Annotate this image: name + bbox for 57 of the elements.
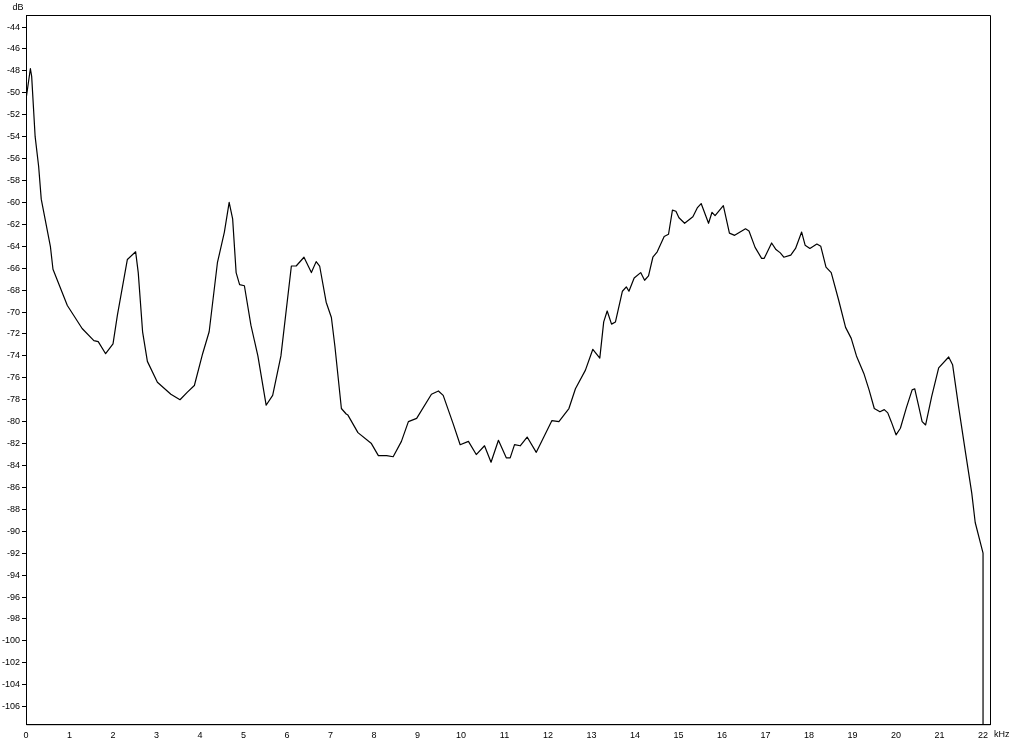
y-tick-label: -106 — [2, 701, 21, 712]
x-tick-label: 17 — [760, 730, 771, 741]
x-tick-label: 3 — [154, 730, 160, 741]
y-tick-label: -80 — [7, 416, 21, 427]
x-tick-label: 1 — [67, 730, 73, 741]
x-tick-label: 9 — [415, 730, 421, 741]
y-tick-label: -92 — [7, 547, 21, 558]
y-tick-label: -104 — [2, 679, 21, 690]
x-tick-label: 2 — [110, 730, 116, 741]
x-tick-label: 11 — [499, 730, 510, 741]
y-tick-label: -82 — [7, 438, 21, 449]
x-tick-label: 0 — [23, 730, 29, 741]
y-tick-label: -78 — [7, 394, 21, 405]
y-tick-label: -100 — [2, 635, 21, 646]
x-tick-label: 12 — [543, 730, 554, 741]
y-tick-label: -86 — [7, 481, 21, 492]
y-tick-label: -48 — [7, 65, 21, 76]
x-tick-label: 21 — [934, 730, 945, 741]
y-tick-label: -72 — [7, 328, 21, 339]
x-axis-title: kHz — [994, 729, 1010, 740]
x-tick-label: 4 — [197, 730, 203, 741]
x-tick-label: 10 — [456, 730, 467, 741]
y-tick-label: -98 — [7, 613, 21, 624]
x-tick-label: 13 — [586, 730, 597, 741]
x-tick-label: 19 — [847, 730, 858, 741]
x-tick-label: 5 — [241, 730, 247, 741]
y-tick-label: -50 — [7, 87, 21, 98]
y-tick-label: -94 — [7, 569, 21, 580]
y-tick-label: -54 — [7, 131, 21, 142]
y-tick-label: -66 — [7, 262, 21, 273]
x-tick-label: 8 — [371, 730, 377, 741]
y-tick-label: -62 — [7, 218, 21, 229]
y-tick-label: -52 — [7, 109, 21, 120]
x-tick-label: 16 — [717, 730, 728, 741]
y-tick-label: -44 — [7, 21, 21, 32]
x-tick-label: 6 — [284, 730, 290, 741]
y-tick-label: -74 — [7, 350, 21, 361]
y-tick-label: -70 — [7, 306, 21, 317]
y-tick-label: -102 — [2, 657, 21, 668]
y-axis-title: dB — [12, 1, 24, 12]
x-tick-label: 7 — [328, 730, 334, 741]
y-tick-label: -60 — [7, 196, 21, 207]
y-tick-label: -84 — [7, 460, 21, 470]
y-tick-label: -58 — [7, 175, 21, 185]
y-tick-label: -96 — [7, 591, 21, 602]
y-tick-label: -88 — [7, 503, 21, 514]
x-tick-label: 20 — [891, 730, 902, 741]
y-tick-label: -56 — [7, 153, 21, 164]
y-tick-label: -46 — [7, 43, 21, 54]
y-tick-label: -76 — [7, 372, 21, 383]
y-tick-label: -90 — [7, 525, 21, 536]
y-tick-label: -68 — [7, 284, 21, 295]
x-tick-label: 15 — [673, 730, 684, 741]
y-tick-label: -64 — [7, 240, 21, 251]
x-tick-label: 18 — [804, 730, 815, 741]
x-tick-label: 14 — [630, 730, 641, 741]
x-tick-label: 22 — [978, 730, 989, 741]
